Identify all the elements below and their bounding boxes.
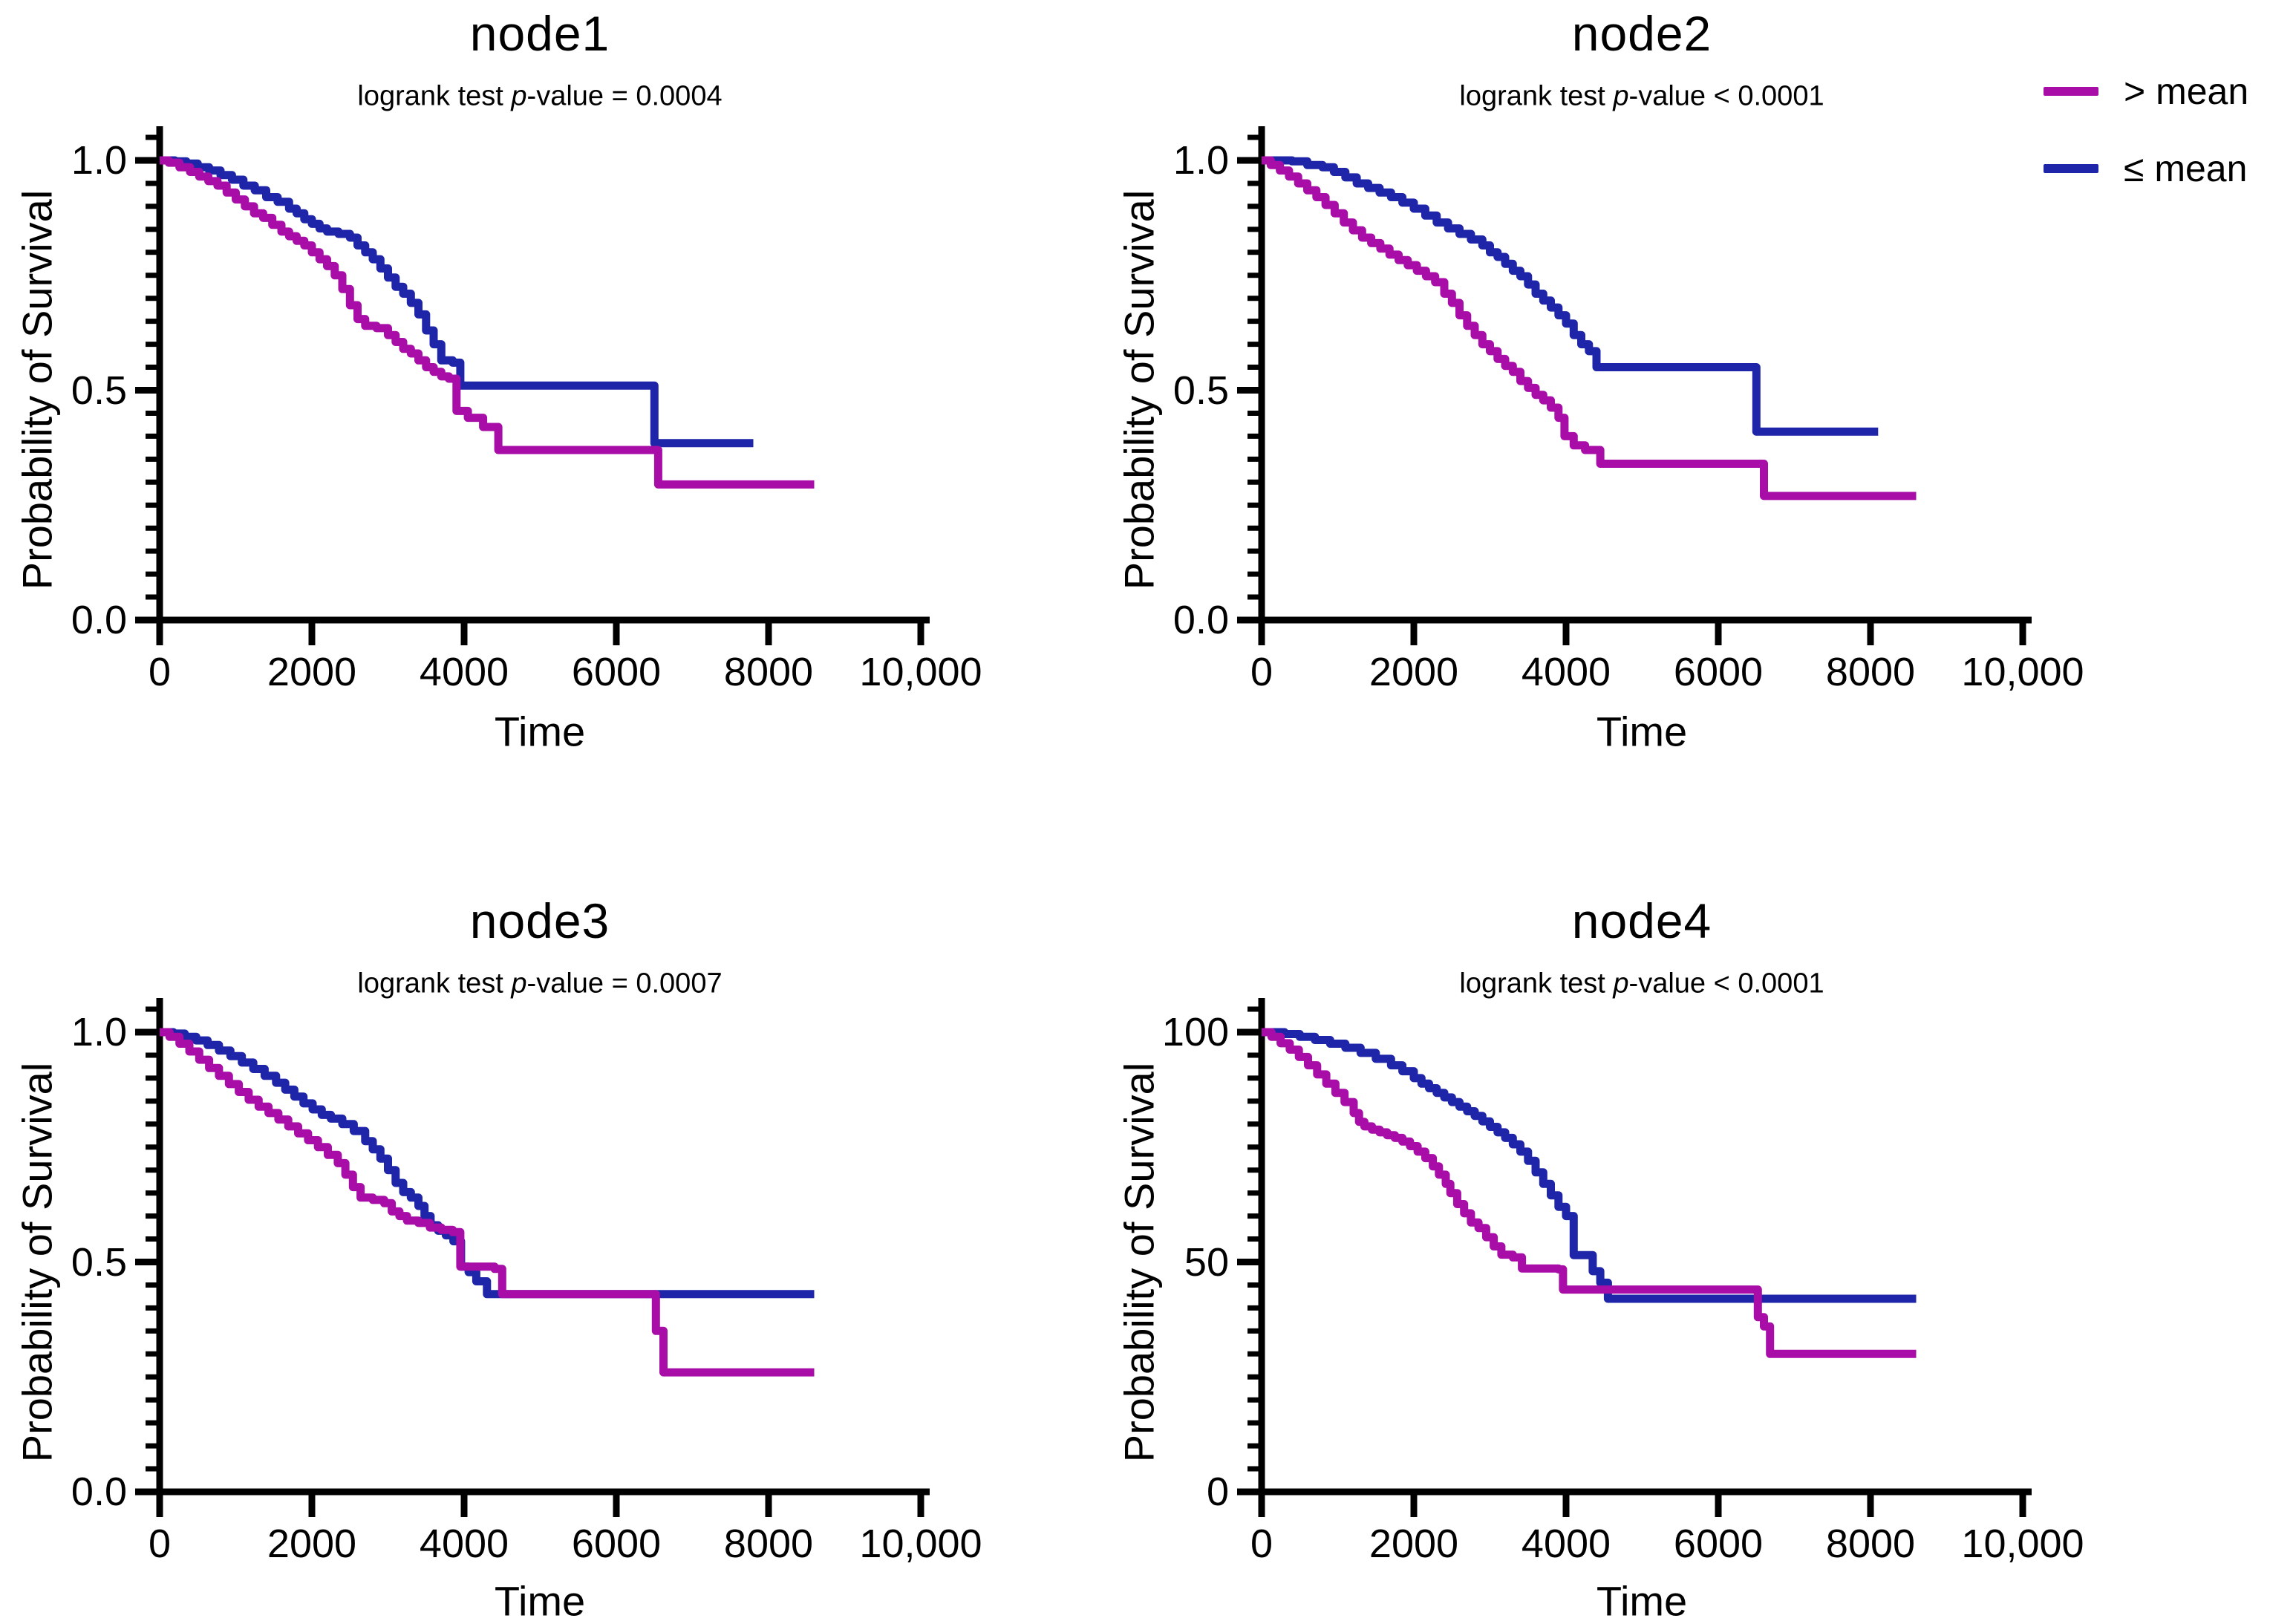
x-axis-title-node3: Time (494, 1577, 586, 1624)
x-tick-label-node4: 8000 (1825, 1522, 1916, 1566)
x-tick-label-node3: 2000 (267, 1522, 357, 1566)
y-tick-label-node1: 1.0 (71, 138, 127, 183)
panel-subtitle-node1: logrank test p-value = 0.0004 (357, 81, 722, 113)
x-axis-title-node2: Time (1596, 708, 1688, 755)
legend-label-le-mean: ≤ mean (2124, 148, 2248, 189)
legend-item-le-mean: ≤ mean (2044, 148, 2247, 189)
km-curve-node2-gt-mean (1262, 156, 1917, 500)
y-tick-label-node4: 50 (1184, 1239, 1229, 1285)
subtitle-text: -value < 0.0001 (1628, 80, 1824, 112)
x-tick-label-node2: 2000 (1369, 650, 1459, 694)
km-curve-node4-le-mean (1262, 1028, 1917, 1303)
x-tick-label-node2: 4000 (1521, 650, 1611, 694)
x-tick-label-node2: 6000 (1673, 650, 1764, 694)
panel-title-node3: node3 (469, 893, 610, 948)
x-tick-label-node4: 4000 (1521, 1522, 1611, 1566)
x-tick-label-node4: 10,000 (1961, 1522, 2084, 1566)
legend-swatch-gt-mean (2044, 87, 2098, 96)
subtitle-text: logrank test (357, 968, 512, 999)
y-tick-label-node1: 0.5 (71, 368, 127, 413)
x-tick-label-node4: 2000 (1369, 1522, 1459, 1566)
y-tick-label-node2: 0.0 (1172, 598, 1229, 642)
x-tick-label-node3: 8000 (723, 1522, 814, 1566)
x-tick-label-node2: 10,000 (1961, 650, 2084, 694)
y-tick-label-node3: 1.0 (71, 1010, 127, 1054)
subtitle-text: -value = 0.0004 (526, 80, 723, 112)
x-tick-label-node4: 6000 (1673, 1522, 1764, 1566)
subtitle-text: logrank test (1459, 80, 1614, 112)
x-tick-label-node4: 0 (1250, 1522, 1273, 1566)
panel-title-node4: node4 (1571, 893, 1712, 948)
legend-item-gt-mean: > mean (2044, 71, 2248, 112)
subtitle-text: -value < 0.0001 (1628, 968, 1824, 999)
x-tick-label-node1: 2000 (267, 650, 357, 694)
legend-label-gt-mean: > mean (2124, 71, 2249, 112)
km-curve-node2-le-mean (1262, 156, 1879, 436)
subtitle-text: logrank test (1459, 968, 1614, 999)
x-tick-label-node1: 10,000 (859, 650, 982, 694)
x-tick-label-node1: 8000 (723, 650, 814, 694)
subtitle-text: -value = 0.0007 (526, 968, 723, 999)
x-tick-label-node3: 0 (148, 1522, 172, 1566)
x-tick-label-node1: 0 (148, 650, 172, 694)
y-tick-label-node3: 0.0 (71, 1470, 127, 1514)
x-axis-title-node1: Time (494, 708, 586, 755)
subtitle-p-italic: p (1613, 80, 1629, 112)
panel-subtitle-node2: logrank test p-value < 0.0001 (1459, 81, 1824, 113)
x-axis-title-node4: Time (1596, 1577, 1688, 1624)
subtitle-p-italic: p (511, 968, 527, 999)
y-tick-label-node2: 0.5 (1172, 368, 1229, 413)
subtitle-text: logrank test (357, 80, 512, 112)
x-tick-label-node2: 8000 (1825, 650, 1916, 694)
km-curve-node3-gt-mean (160, 1028, 815, 1377)
y-tick-label-node3: 0.5 (71, 1239, 127, 1285)
subtitle-p-italic: p (1613, 968, 1629, 999)
panel-subtitle-node3: logrank test p-value = 0.0007 (357, 968, 722, 1000)
km-curve-node1-gt-mean (160, 156, 815, 489)
panel-subtitle-node4: logrank test p-value < 0.0001 (1459, 968, 1824, 1000)
km-curve-node4-gt-mean (1262, 1028, 1917, 1358)
subtitle-p-italic: p (511, 80, 527, 112)
x-tick-label-node3: 4000 (419, 1522, 509, 1566)
x-tick-label-node2: 0 (1250, 650, 1273, 694)
y-tick-label-node4: 0 (1206, 1470, 1229, 1514)
km-curve-node1-le-mean (160, 156, 754, 448)
panel-title-node1: node1 (469, 6, 610, 61)
x-tick-label-node3: 10,000 (859, 1522, 982, 1566)
x-tick-label-node1: 6000 (571, 650, 662, 694)
y-tick-label-node2: 1.0 (1172, 138, 1229, 183)
x-tick-label-node1: 4000 (419, 650, 509, 694)
x-tick-label-node3: 6000 (571, 1522, 662, 1566)
y-tick-label-node1: 0.0 (71, 598, 127, 642)
legend-swatch-le-mean (2044, 164, 2098, 173)
km-curve-node3-le-mean (160, 1028, 815, 1299)
panel-title-node2: node2 (1571, 6, 1712, 61)
y-tick-label-node4: 100 (1161, 1010, 1229, 1054)
